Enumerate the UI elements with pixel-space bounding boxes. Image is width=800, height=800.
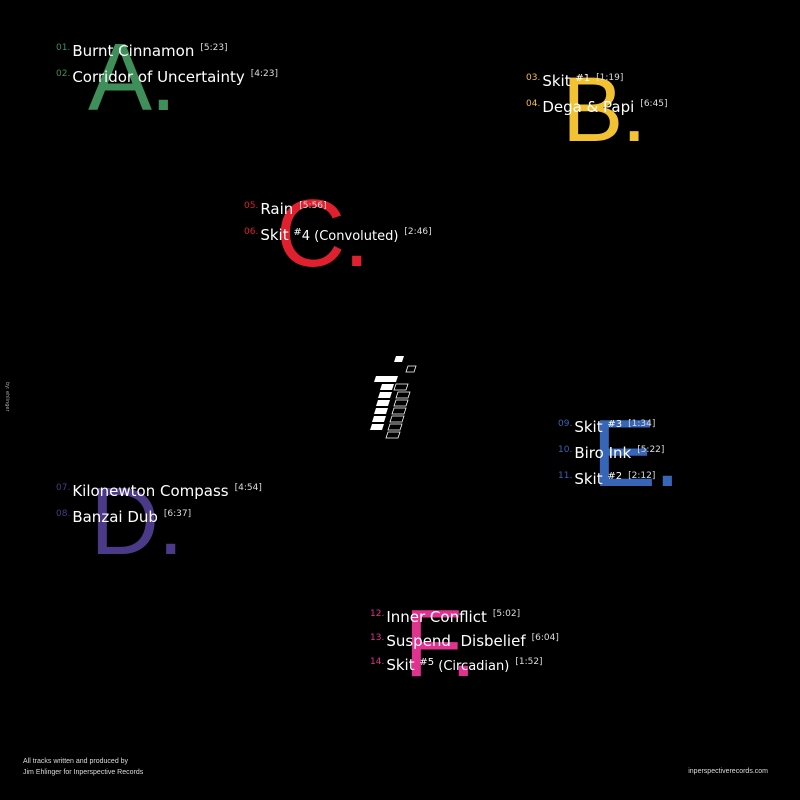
track-title: Skit xyxy=(574,418,608,436)
side-f-letter: F. xyxy=(404,590,477,697)
track-number: 08. xyxy=(56,509,71,519)
track-duration: [5:23] xyxy=(200,43,228,53)
track-duration: [6:37] xyxy=(163,509,192,519)
track-05: 05. Rain [5:56] xyxy=(244,200,327,221)
track-title-extra: 4 (Convoluted) xyxy=(301,229,399,244)
skit-number: #3 xyxy=(607,419,623,430)
track-number: 07. xyxy=(56,483,71,493)
track-duration: [4:23] xyxy=(250,69,278,79)
track-02: 02. Corridor of Uncertainty [4:23] xyxy=(56,68,278,89)
credit-line-2: Jim Ehlinger for Inperspective Records xyxy=(23,769,144,776)
track-number: 01. xyxy=(56,43,71,53)
label-logo-icon xyxy=(370,356,417,439)
track-11: 11. Skit #2 [2:12] xyxy=(558,470,655,491)
track-duration: [6:04] xyxy=(531,633,559,643)
track-14: 14. Skit #5 (Circadian) [1:52] xyxy=(370,656,543,677)
track-title: Biro Ink xyxy=(574,444,632,462)
credit-line-1: All tracks written and produced by xyxy=(23,758,129,765)
track-03: 03. Skit #1 [1:19] xyxy=(526,72,623,93)
track-title: Corridor of Uncertainty xyxy=(72,68,245,86)
side-d-letter: D. xyxy=(90,468,184,575)
track-duration: [2:12] xyxy=(628,471,656,481)
track-number: 12. xyxy=(370,609,385,619)
label-website: inperspectiverecords.com xyxy=(688,768,768,775)
track-duration: [6:45] xyxy=(640,99,668,109)
track-title: Skit xyxy=(386,656,420,674)
track-duration: [1:19] xyxy=(596,73,624,83)
track-number: 09. xyxy=(558,419,573,429)
track-number: 13. xyxy=(370,633,385,643)
track-title: Kilonewton Compass xyxy=(72,482,229,500)
track-duration: [5:22] xyxy=(637,445,665,455)
track-10: 10. Biro Ink [5:22] xyxy=(558,444,664,465)
track-title: Rain xyxy=(260,200,294,218)
side-c-letter: C. xyxy=(276,180,370,287)
track-number: 14. xyxy=(370,657,385,667)
skit-number: #2 xyxy=(607,471,623,482)
track-title: Banzai Dub xyxy=(72,508,158,526)
track-duration: [2:46] xyxy=(404,227,432,237)
track-number: 10. xyxy=(558,445,573,455)
track-09: 09. Skit #3 [1:34] xyxy=(558,418,655,439)
track-duration: [4:54] xyxy=(234,483,262,493)
track-title: Burnt Cinnamon xyxy=(72,42,195,60)
track-title: Skit xyxy=(542,72,576,90)
track-number: 02. xyxy=(56,69,71,79)
track-title-extra: (Circadian) xyxy=(434,659,510,674)
vertical-credit: by: ehlinger xyxy=(4,382,10,412)
track-duration: [5:56] xyxy=(299,201,327,211)
track-04: 04. Dega & Papi [6:45] xyxy=(526,98,668,119)
track-number: 06. xyxy=(244,227,259,237)
production-credit: All tracks written and produced by Jim E… xyxy=(23,756,143,778)
track-08: 08. Banzai Dub [6:37] xyxy=(56,508,191,529)
track-title: Dega & Papi xyxy=(542,98,635,116)
track-number: 03. xyxy=(526,73,541,83)
track-07: 07. Kilonewton Compass [4:54] xyxy=(56,482,262,503)
track-06: 06. Skit #4 (Convoluted) [2:46] xyxy=(244,226,432,247)
track-title: Suspend Disbelief xyxy=(386,632,526,650)
track-duration: [1:34] xyxy=(628,419,656,429)
track-12: 12. Inner Conflict [5:02] xyxy=(370,608,520,629)
track-number: 05. xyxy=(244,201,259,211)
track-01: 01. Burnt Cinnamon [5:23] xyxy=(56,42,228,63)
side-b-letter: B. xyxy=(562,59,647,161)
side-e-letter: E. xyxy=(592,400,681,507)
track-title: Inner Conflict xyxy=(386,608,487,626)
track-title: Skit xyxy=(260,226,294,244)
track-duration: [5:02] xyxy=(492,609,521,619)
track-number: 11. xyxy=(558,471,573,481)
skit-number: #5 xyxy=(419,657,435,668)
track-duration: [1:52] xyxy=(515,657,543,667)
track-number: 04. xyxy=(526,99,541,109)
skit-number: #1 xyxy=(575,73,591,84)
track-title: Skit xyxy=(574,470,608,488)
side-a-letter: A. xyxy=(88,24,177,131)
skit-number: # xyxy=(293,227,302,238)
track-13: 13. Suspend Disbelief [6:04] xyxy=(370,632,559,653)
